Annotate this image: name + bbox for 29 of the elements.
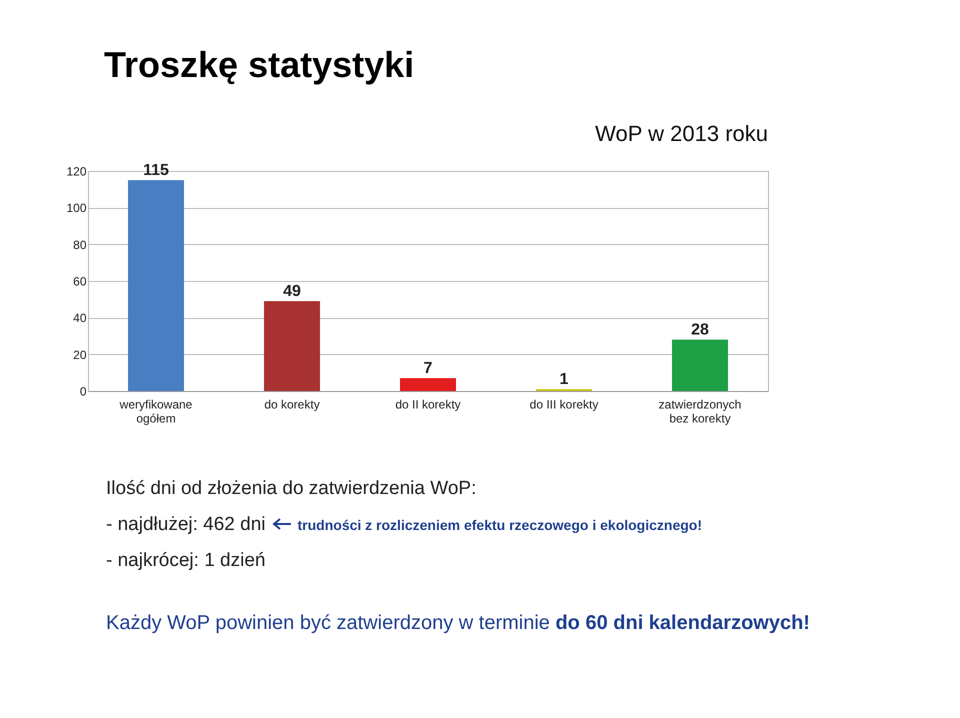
- chart-subtitle: WoP w 2013 roku: [595, 121, 768, 146]
- data-label: 49: [283, 283, 301, 300]
- text: do 60 dni kalendarzowych!: [555, 612, 810, 634]
- data-label: 7: [424, 360, 433, 378]
- y-tick-label: 40: [73, 311, 87, 326]
- x-tick-label: weryfikowane ogółem: [118, 398, 193, 426]
- x-tick-label: do II korekty: [395, 398, 461, 412]
- data-label: 28: [691, 322, 709, 339]
- y-tick-label: 0: [80, 384, 87, 398]
- text: Każdy WoP powinien być zatwierdzony w terminie: [106, 612, 551, 634]
- text: - najkrócej: 1 dzień: [106, 550, 266, 571]
- chart-title: Troszkę statystyki: [104, 44, 414, 86]
- y-tick-label: 120: [66, 164, 87, 178]
- data-label: 1: [560, 371, 569, 388]
- x-tick-label: do korekty: [264, 398, 320, 412]
- bar: [128, 180, 184, 391]
- text: trudności z rozliczeniem efektu rzeczowego i ekologicznego!: [298, 517, 702, 533]
- x-tick-label: do III korekty: [530, 398, 598, 412]
- text: Ilość dni od złożenia do zatwierdzenia WoP:: [106, 478, 476, 499]
- x-tick-label: zatwierdzonych bez korekty: [658, 398, 742, 426]
- data-label: 115: [143, 162, 170, 180]
- y-tick-label: 60: [73, 274, 87, 288]
- bar: [400, 378, 456, 391]
- y-tick-label: 80: [73, 238, 87, 252]
- bar: [672, 340, 728, 391]
- y-tick-label: 20: [73, 348, 87, 362]
- text: - najdłużej: 462 dni: [106, 514, 266, 535]
- y-tick-label: 100: [66, 201, 87, 216]
- bar: [264, 301, 320, 391]
